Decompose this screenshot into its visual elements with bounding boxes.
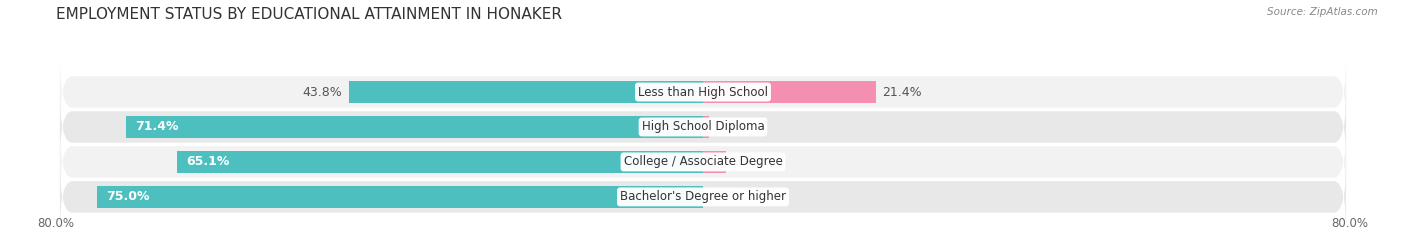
Text: 71.4%: 71.4% (135, 120, 179, 134)
Bar (97, 186, 703, 208)
Text: 65.1%: 65.1% (187, 155, 229, 168)
Bar (703, 116, 709, 138)
Text: Less than High School: Less than High School (638, 86, 768, 99)
Text: Source: ZipAtlas.com: Source: ZipAtlas.com (1267, 7, 1378, 17)
FancyBboxPatch shape (60, 125, 1346, 199)
Text: 2.9%: 2.9% (733, 155, 765, 168)
Text: Bachelor's Degree or higher: Bachelor's Degree or higher (620, 190, 786, 203)
Text: High School Diploma: High School Diploma (641, 120, 765, 134)
Bar (177, 151, 703, 173)
Bar (703, 81, 876, 103)
Bar (349, 81, 703, 103)
Text: 21.4%: 21.4% (883, 86, 922, 99)
FancyBboxPatch shape (60, 55, 1346, 129)
Text: 0.7%: 0.7% (716, 120, 747, 134)
Bar (125, 116, 703, 138)
Text: 75.0%: 75.0% (107, 190, 150, 203)
Text: 0.0%: 0.0% (710, 190, 741, 203)
Bar (703, 151, 727, 173)
FancyBboxPatch shape (60, 90, 1346, 164)
Text: College / Associate Degree: College / Associate Degree (624, 155, 782, 168)
Text: 43.8%: 43.8% (302, 86, 343, 99)
FancyBboxPatch shape (60, 160, 1346, 233)
Text: EMPLOYMENT STATUS BY EDUCATIONAL ATTAINMENT IN HONAKER: EMPLOYMENT STATUS BY EDUCATIONAL ATTAINM… (56, 7, 562, 22)
